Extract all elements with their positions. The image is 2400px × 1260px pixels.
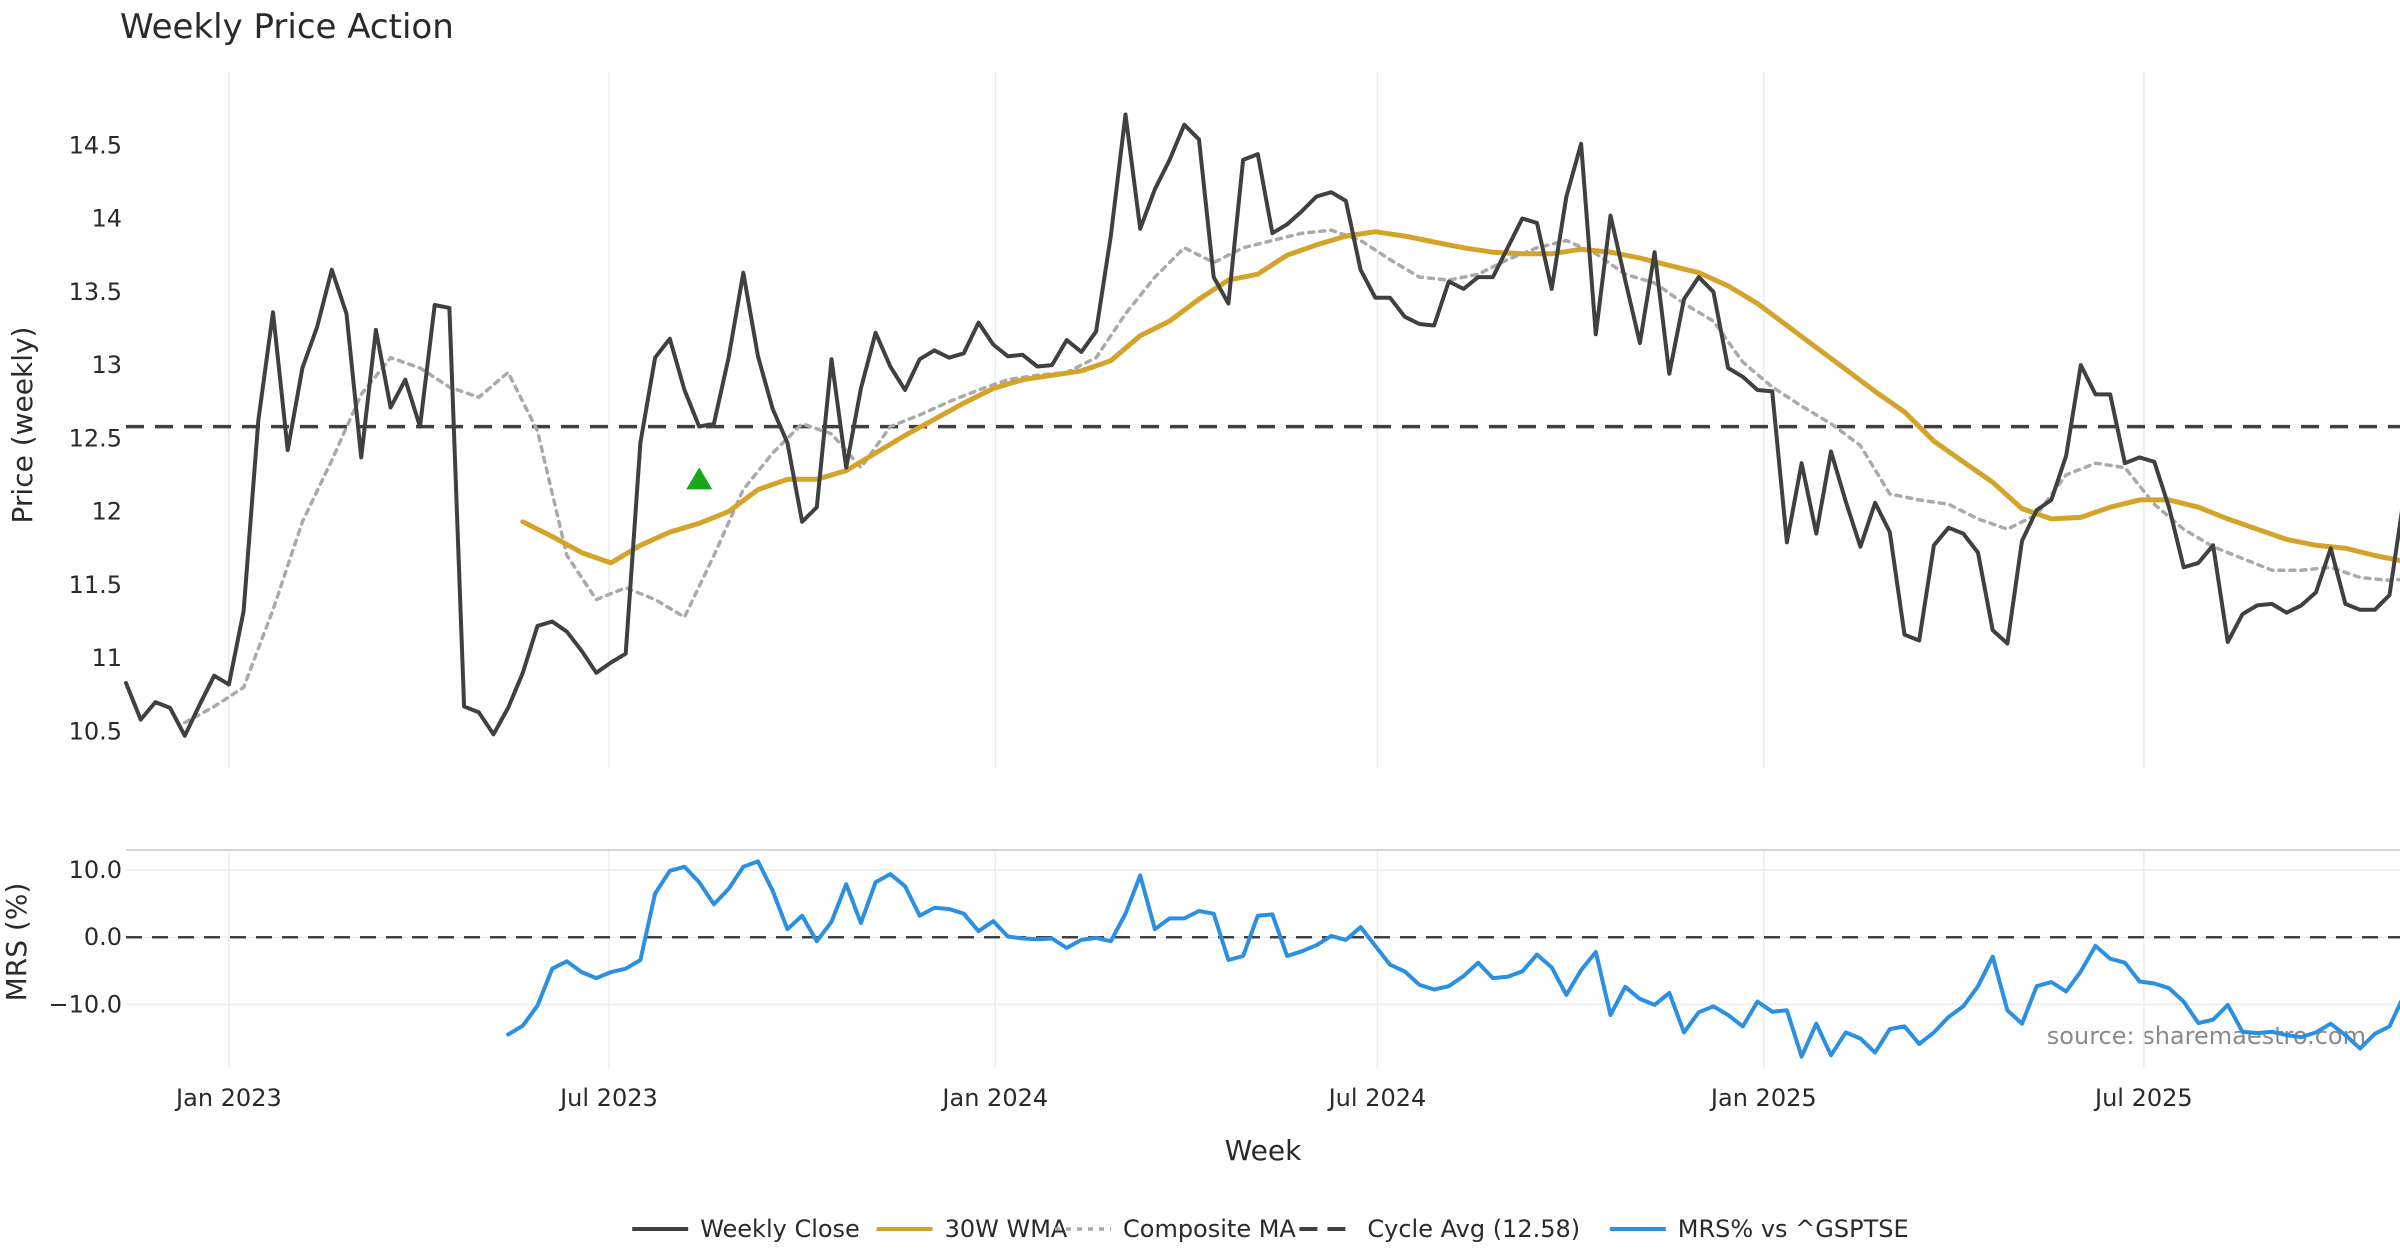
price-tick-label: 11 bbox=[91, 644, 122, 672]
price-tick-label: 12.5 bbox=[69, 424, 122, 452]
legend: Weekly Close 30W WMA Composite MA Cycle Avg… bbox=[632, 1215, 1909, 1243]
mrs-tick-label: −10.0 bbox=[48, 990, 122, 1018]
x-tick-label: Jul 2025 bbox=[2093, 1084, 2193, 1112]
price-axis-title: Price (weekly) bbox=[6, 327, 39, 524]
x-tick-label: Jul 2023 bbox=[558, 1084, 658, 1112]
price-tick-label: 14 bbox=[91, 205, 122, 233]
legend-label: Cycle Avg (12.58) bbox=[1367, 1215, 1580, 1243]
series-line-30w-wma bbox=[520, 229, 2400, 566]
legend-label: MRS% vs ^GSPTSE bbox=[1678, 1215, 1909, 1243]
price-tick-label: 10.5 bbox=[69, 717, 122, 745]
mrs-axis-title: MRS (%) bbox=[0, 883, 33, 1002]
mrs-tick-label: 10.0 bbox=[69, 856, 122, 884]
x-tick-label: Jan 2025 bbox=[1709, 1084, 1817, 1112]
axes: Jan 2023 Jul 2023 Jan 2024 Jul 2024 Jan 2025… bbox=[48, 131, 2400, 1112]
x-tick-label: Jan 2023 bbox=[174, 1084, 282, 1112]
mrs-tick-label: 0.0 bbox=[84, 923, 122, 951]
x-axis-title: Week bbox=[1225, 1134, 1302, 1167]
price-tick-label: 11.5 bbox=[69, 571, 122, 599]
series-line-weekly-close bbox=[124, 112, 2400, 738]
price-tick-label: 14.5 bbox=[69, 131, 122, 159]
buy-signal-marker bbox=[686, 467, 713, 490]
price-tick-label: 12 bbox=[91, 498, 122, 526]
series-line-mrs-vs-gsptse bbox=[506, 859, 2400, 1059]
x-tick-label: Jul 2024 bbox=[1327, 1084, 1427, 1112]
legend-label: Weekly Close bbox=[700, 1215, 860, 1243]
price-tick-label: 13.5 bbox=[69, 278, 122, 306]
series-line-composite-ma bbox=[183, 228, 2400, 725]
series-layer bbox=[124, 112, 2400, 1059]
x-tick-label: Jan 2024 bbox=[940, 1084, 1048, 1112]
source-note: source: sharemaestro.com bbox=[2047, 1022, 2366, 1050]
chart-title: Weekly Price Action bbox=[120, 7, 454, 47]
price-tick-label: 13 bbox=[91, 351, 122, 379]
grid-lines bbox=[126, 72, 2400, 1068]
legend-label: 30W WMA bbox=[945, 1215, 1068, 1243]
legend-label: Composite MA bbox=[1123, 1215, 1296, 1243]
